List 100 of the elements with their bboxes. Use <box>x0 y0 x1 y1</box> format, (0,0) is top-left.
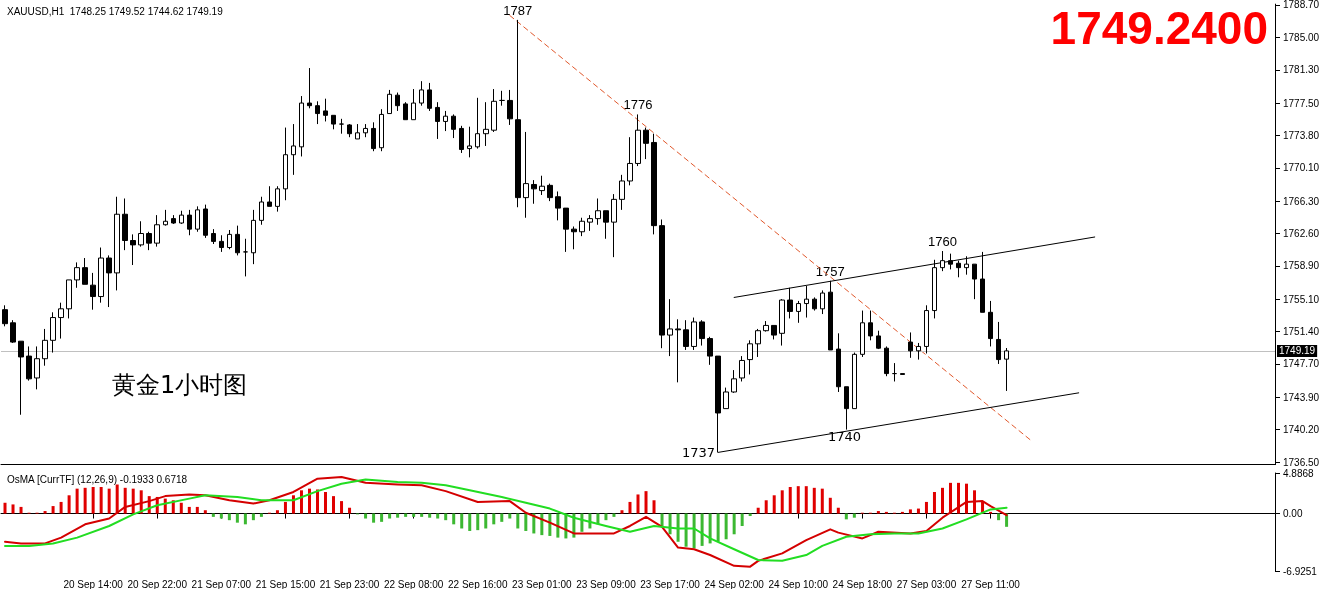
candlestick <box>723 387 729 410</box>
candlestick <box>539 175 545 196</box>
y-tick-label: 1773.80 <box>1283 129 1320 141</box>
y-tick-label: 4.8868 <box>1283 467 1315 479</box>
x-tick-label: 24 Sep 10:00 <box>768 578 829 589</box>
candlestick <box>475 97 480 150</box>
bar <box>107 488 111 514</box>
bar <box>908 509 912 514</box>
candlestick <box>683 319 689 351</box>
bar <box>812 487 816 514</box>
y-tick-label: 1755.10 <box>1283 293 1320 305</box>
y-tick-label: 1762.60 <box>1283 228 1320 240</box>
bar <box>997 513 1001 521</box>
candlestick <box>763 320 769 333</box>
bar <box>724 513 728 540</box>
y-tick-label: 1740.20 <box>1283 424 1320 436</box>
bar <box>668 513 672 535</box>
candlestick <box>523 131 529 219</box>
candlestick <box>563 207 569 253</box>
candlestick <box>948 253 953 270</box>
candlestick <box>507 89 513 126</box>
candlestick <box>331 114 336 130</box>
bar <box>628 501 632 514</box>
candlestick <box>635 113 641 167</box>
candlestick <box>483 101 489 147</box>
x-tick-label: 22 Sep 08:00 <box>383 578 444 589</box>
bar <box>556 513 560 538</box>
bar <box>965 483 969 514</box>
bar <box>788 486 792 514</box>
y-tick-label: 1770.10 <box>1283 162 1320 174</box>
candlestick <box>259 196 264 226</box>
bar <box>227 513 231 521</box>
bar <box>644 491 648 514</box>
candlestick <box>771 324 777 340</box>
bar <box>828 497 832 514</box>
bar <box>460 513 464 529</box>
bar <box>211 513 215 517</box>
candlestick <box>940 250 945 272</box>
bar <box>684 513 688 547</box>
bar <box>772 495 776 514</box>
candlestick <box>122 197 128 251</box>
bar <box>99 486 103 514</box>
candlestick <box>491 88 497 133</box>
annotation: 1740 <box>828 429 862 444</box>
candlestick <box>227 229 232 250</box>
bar <box>652 500 656 514</box>
candlestick <box>58 302 64 340</box>
bar <box>508 513 512 519</box>
bar <box>636 494 640 514</box>
candlestick <box>779 298 785 347</box>
candlestick <box>451 113 456 139</box>
candlestick <box>179 210 184 225</box>
candlestick <box>956 260 961 278</box>
candlestick <box>74 261 80 289</box>
y-tick-label: 1777.50 <box>1283 97 1320 109</box>
candlestick <box>267 185 272 207</box>
x-tick-label: 21 Sep 23:00 <box>319 578 380 589</box>
bar <box>404 513 408 517</box>
y-tick-label: 1781.30 <box>1283 64 1320 76</box>
bar <box>275 510 279 514</box>
bar <box>973 490 977 514</box>
bar <box>372 513 376 523</box>
bar <box>324 491 328 514</box>
candlestick <box>547 183 553 202</box>
candlestick <box>387 89 392 115</box>
candlestick <box>555 190 561 221</box>
bar <box>115 484 119 514</box>
candlestick <box>924 304 929 354</box>
candlestick <box>619 174 625 211</box>
candlestick <box>868 310 873 341</box>
candlestick <box>515 19 521 208</box>
bar <box>452 513 456 525</box>
y-tick-label: 1751.40 <box>1283 326 1320 338</box>
candlestick <box>42 328 48 367</box>
bar <box>500 513 504 522</box>
annotation: 1737 <box>682 445 716 460</box>
candlestick <box>852 352 857 410</box>
candlestick <box>419 80 424 107</box>
bar <box>852 513 856 518</box>
candlestick <box>836 332 841 393</box>
candlestick <box>403 101 408 121</box>
candlestick <box>595 197 601 226</box>
candlestick <box>579 217 585 237</box>
bar <box>340 501 344 514</box>
candlestick <box>90 272 96 311</box>
ref-line-label: 1749.19 <box>1279 345 1316 357</box>
bar <box>420 513 424 517</box>
y-tick-label: 1785.00 <box>1283 31 1320 43</box>
bar <box>11 504 15 514</box>
candlestick <box>379 108 384 152</box>
bar <box>692 513 696 549</box>
candlestick <box>195 205 200 233</box>
candlestick <box>435 101 440 140</box>
candlestick <box>675 318 681 383</box>
bar <box>123 487 127 514</box>
candlestick <box>82 257 88 285</box>
candlestick <box>571 226 577 250</box>
bar <box>516 513 520 529</box>
candlestick <box>643 127 649 160</box>
candlestick <box>812 296 817 312</box>
